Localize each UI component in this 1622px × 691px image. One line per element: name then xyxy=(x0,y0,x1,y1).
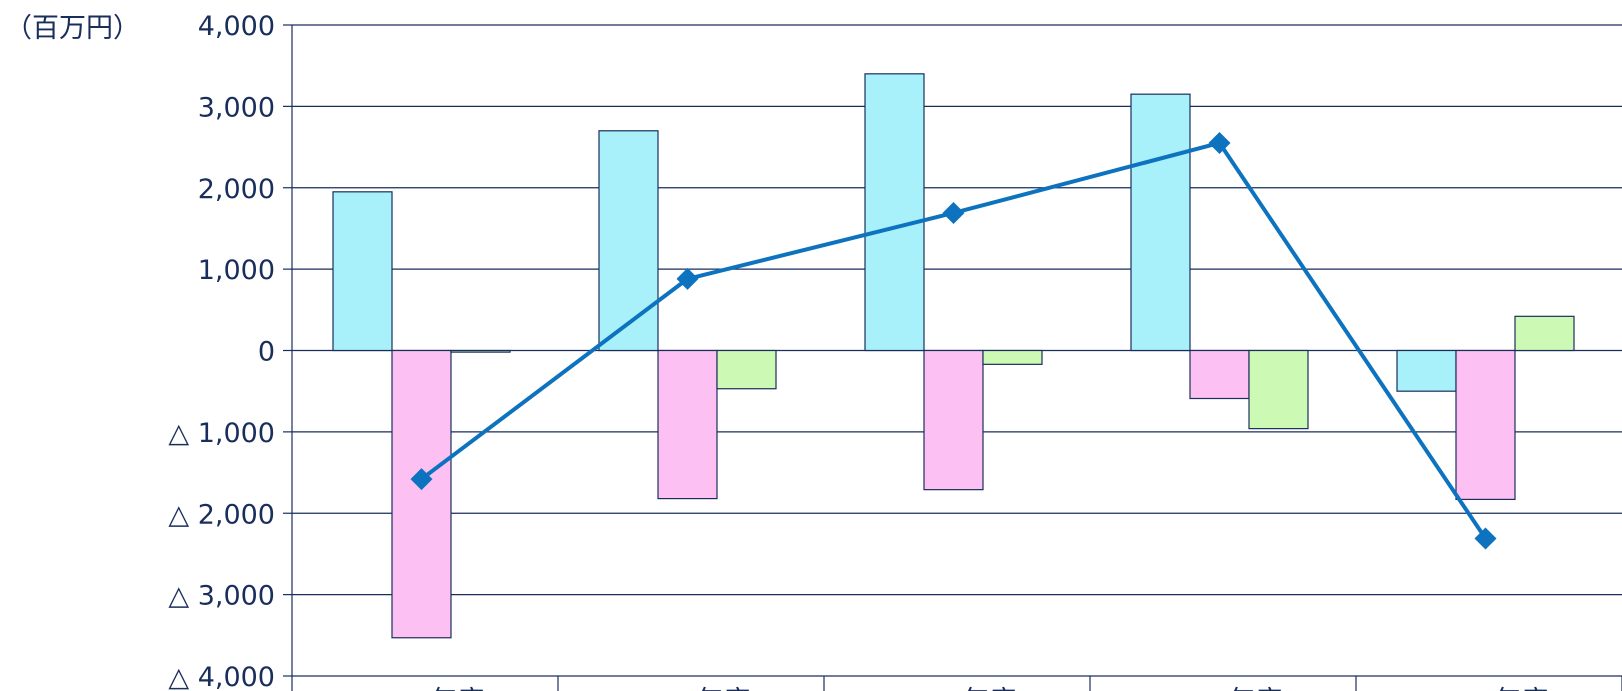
y-tick-label: △ 1,000 xyxy=(168,418,275,449)
bar xyxy=(450,349,511,353)
bar-marks xyxy=(332,73,1575,639)
category-label: 年度 xyxy=(962,686,1016,691)
category-label: 年度 xyxy=(696,686,750,691)
bar xyxy=(1130,93,1191,352)
y-axis-unit-label: （百万円） xyxy=(5,13,140,44)
tick-labels: 4,000 3,000 2,000 1,000 0 △ 1,000 △ 2,000 △ 3,0… xyxy=(168,11,275,691)
bar xyxy=(1396,349,1457,392)
line-series xyxy=(410,131,1497,550)
bar xyxy=(864,73,925,352)
line-point xyxy=(676,267,699,290)
line-point xyxy=(1208,131,1231,154)
y-tick-label: 3,000 xyxy=(198,92,275,123)
bar xyxy=(598,130,659,352)
y-tick-label: 2,000 xyxy=(198,174,275,205)
bar xyxy=(657,349,718,500)
bar xyxy=(1455,349,1516,501)
axes xyxy=(283,24,1622,691)
y-tick-label: 4,000 xyxy=(198,11,275,42)
category-label: 年度 xyxy=(1494,686,1548,691)
y-tick-label: △ 3,000 xyxy=(168,581,275,612)
line-point xyxy=(942,201,965,224)
y-tick-label: △ 4,000 xyxy=(168,662,275,691)
bar xyxy=(391,349,452,639)
category-labels: 年度 年度 年度 年度 年度 xyxy=(430,686,1548,691)
bar xyxy=(1189,349,1250,400)
bar xyxy=(923,349,984,491)
bar xyxy=(1514,315,1575,352)
bar xyxy=(716,349,777,390)
y-tick-label: 1,000 xyxy=(198,255,275,286)
bar xyxy=(982,349,1043,365)
line-point xyxy=(1474,527,1497,550)
bar xyxy=(332,191,393,352)
bar xyxy=(1248,349,1309,430)
y-tick-label: 0 xyxy=(258,337,275,368)
line-point xyxy=(410,468,433,491)
y-tick-label: △ 2,000 xyxy=(168,499,275,530)
category-label: 年度 xyxy=(1228,686,1282,691)
category-label: 年度 xyxy=(430,686,484,691)
